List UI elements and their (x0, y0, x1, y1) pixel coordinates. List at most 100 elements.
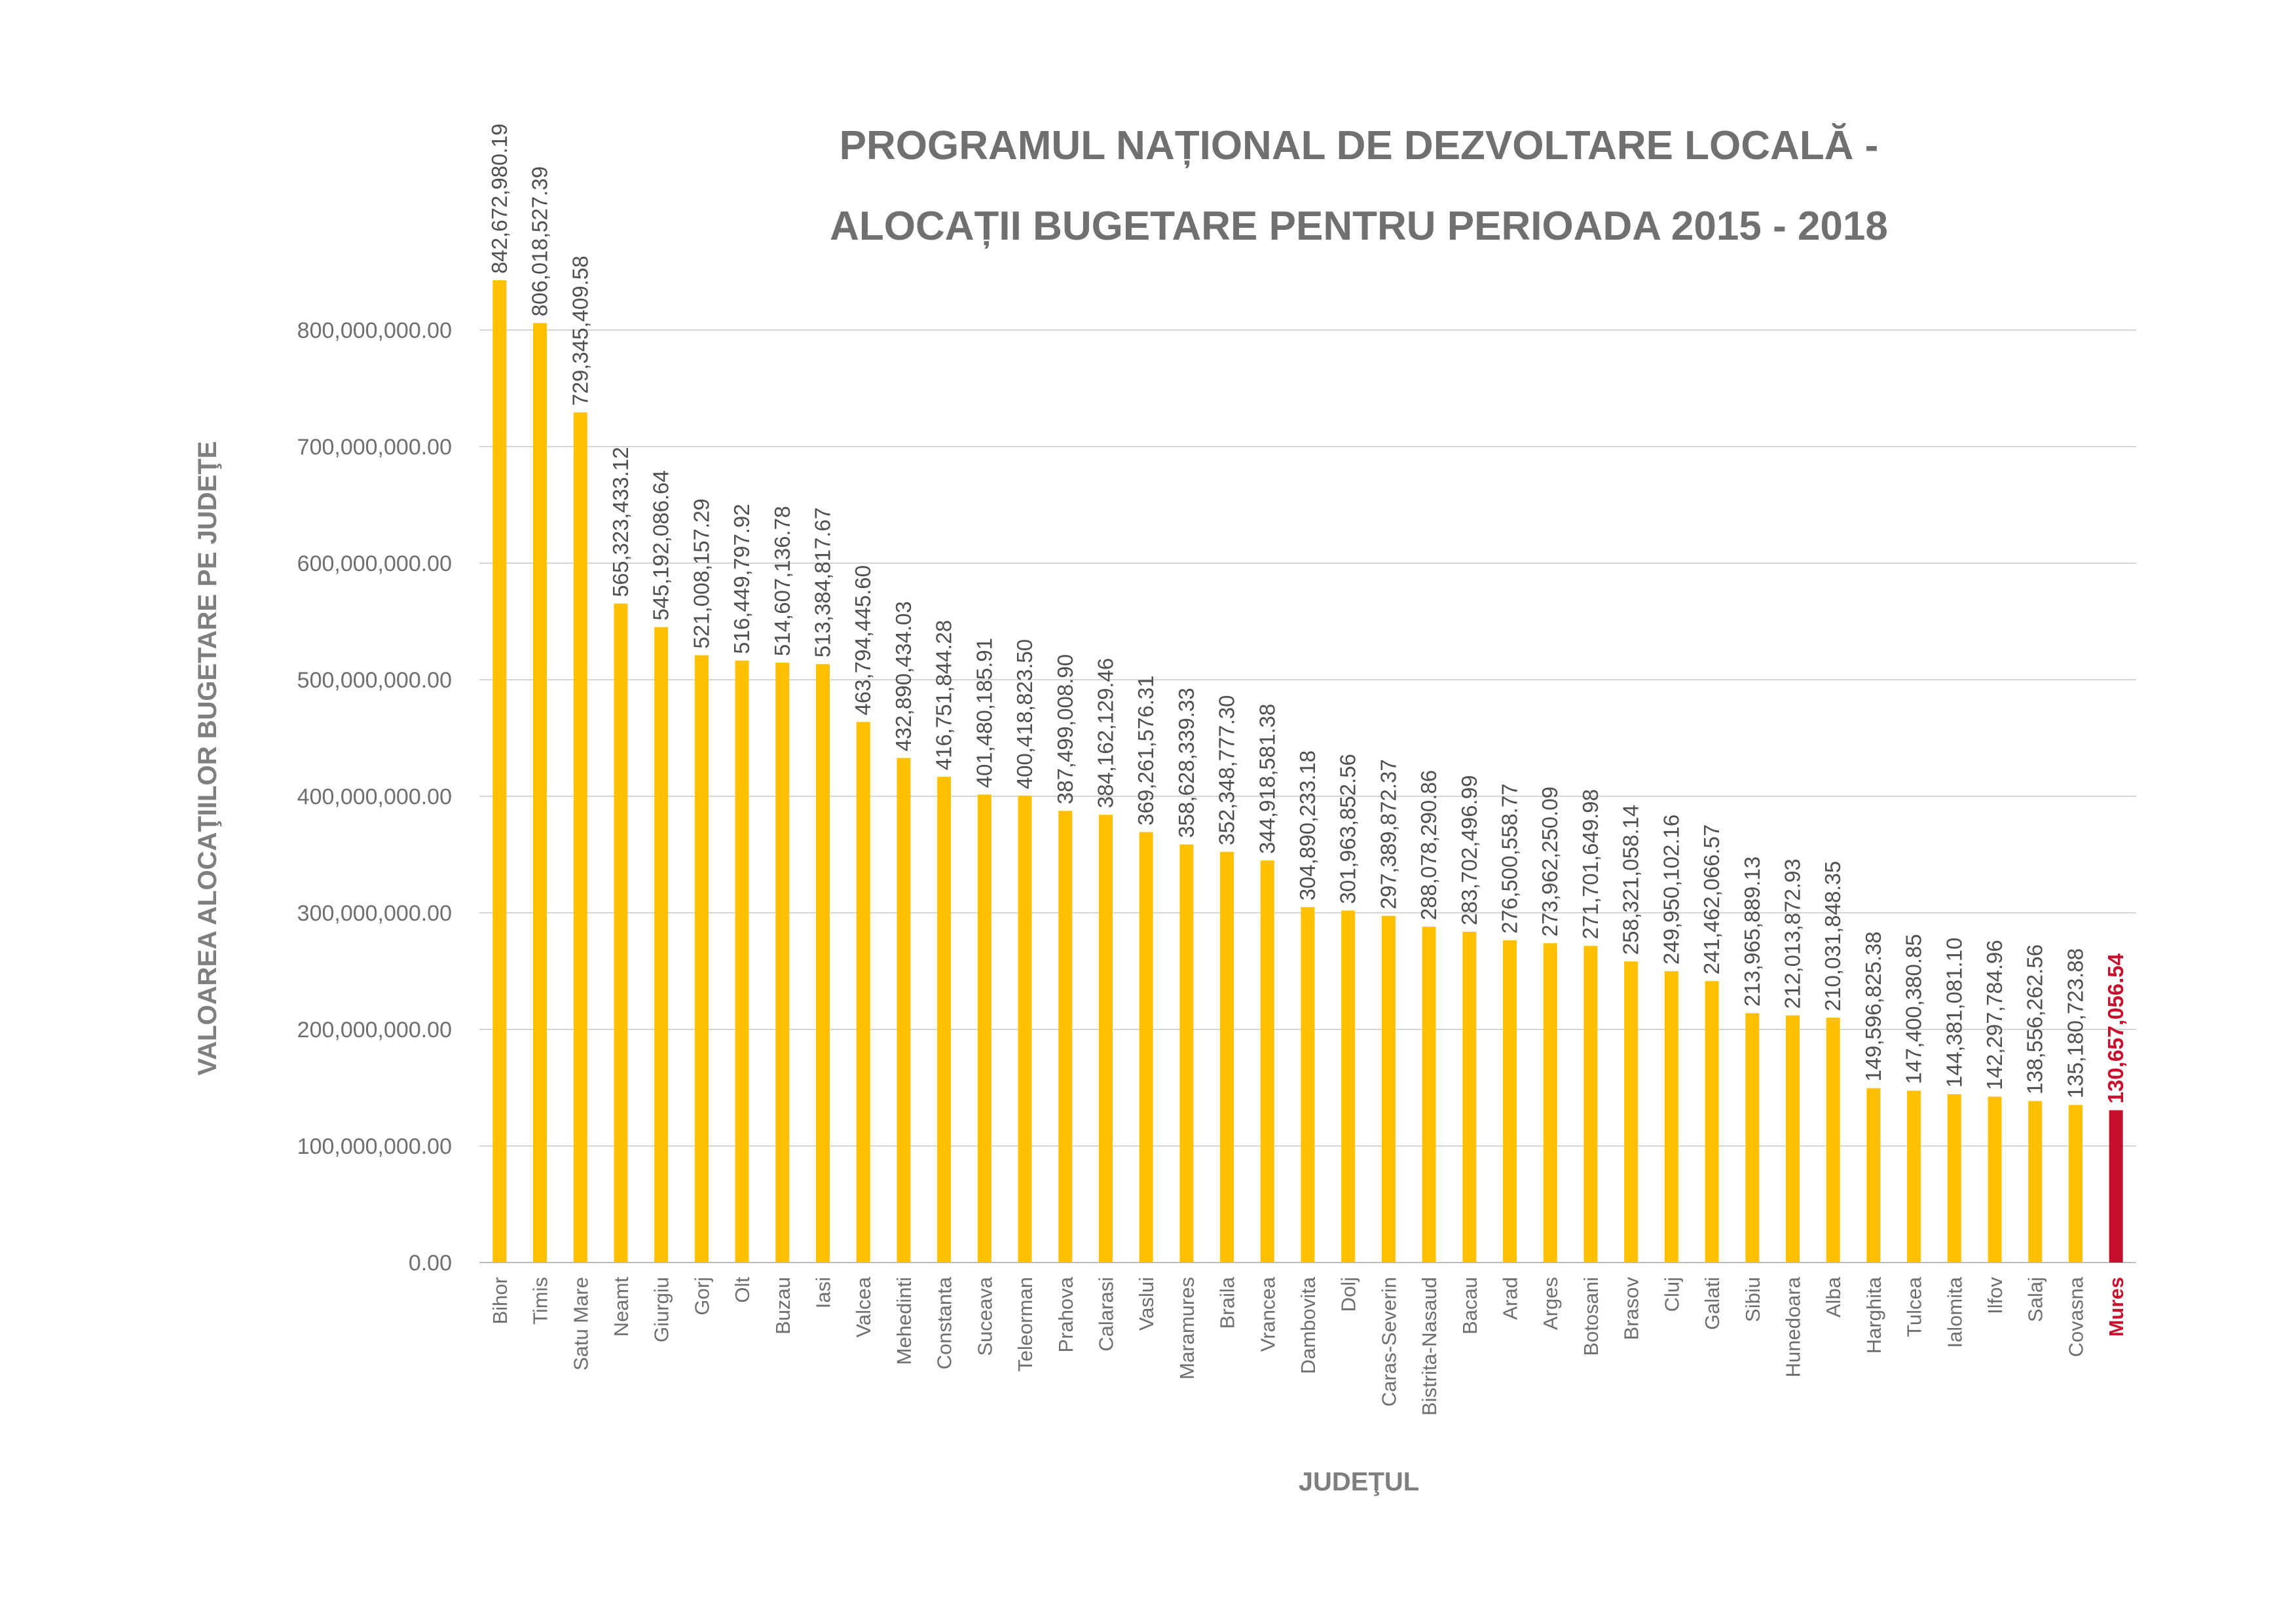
x-tick-label: Bihor (489, 1277, 511, 1324)
bar-mehedinti (897, 758, 911, 1263)
data-label: 249,950,102.16 (1659, 815, 1683, 965)
bar-arad (1503, 940, 1517, 1263)
bar-giurgiu (654, 627, 669, 1263)
data-label: 400,418,823.50 (1012, 639, 1037, 789)
x-tick-label: Hunedoara (1781, 1276, 1804, 1377)
x-tick-label: Timis (529, 1277, 552, 1325)
bar-satu-mare (573, 412, 587, 1263)
y-tick-label: 600,000,000.00 (297, 551, 452, 576)
y-tick-label: 100,000,000.00 (297, 1134, 452, 1159)
x-tick-label: Tulcea (1903, 1276, 1926, 1337)
data-label: 432,890,434.03 (891, 601, 916, 751)
bar-bacau (1462, 932, 1477, 1263)
x-tick-label: Prahova (1054, 1276, 1077, 1352)
bar-cluj (1664, 971, 1678, 1263)
bar-sibiu (1745, 1013, 1760, 1263)
data-label: 271,701,649.98 (1578, 789, 1602, 939)
data-label: 463,794,445.60 (851, 565, 875, 715)
x-tick-label: Salaj (2024, 1277, 2047, 1322)
bar-brasov (1624, 961, 1639, 1263)
y-tick-label: 0.00 (409, 1251, 452, 1276)
data-label: 806,018,527.39 (528, 166, 552, 316)
x-tick-label: Caras-Severin (1377, 1277, 1400, 1407)
x-tick-label: Iasi (812, 1277, 835, 1308)
x-tick-label: Harghita (1862, 1276, 1885, 1354)
bar-suceava (977, 794, 991, 1263)
x-tick-label: Brasov (1620, 1277, 1643, 1340)
x-tick-label: Sibiu (1741, 1277, 1764, 1322)
y-axis-title: VALOAREA ALOCAŢIILOR BUGETARE PE JUDEŢE (193, 441, 222, 1076)
bar-alba (1826, 1018, 1840, 1263)
x-tick-label: Giurgiu (650, 1277, 673, 1342)
bar-gorj (694, 655, 709, 1263)
x-tick-label: Cluj (1660, 1277, 1683, 1312)
y-tick-label: 800,000,000.00 (297, 318, 452, 343)
x-axis-title: JUDEŢUL (1299, 1467, 1419, 1496)
x-tick-label: Gorj (690, 1277, 713, 1316)
x-tick-label: Mures (2105, 1277, 2128, 1337)
x-tick-label: Vaslui (1135, 1277, 1158, 1331)
data-label: 416,751,844.28 (932, 620, 956, 770)
x-tick-label: Arad (1499, 1277, 1522, 1320)
data-label: 135,180,723.88 (2063, 948, 2087, 1098)
x-tick-label: Constanta (933, 1276, 956, 1369)
bar-botosani (1583, 946, 1598, 1263)
x-tick-label: Bistrita-Nasaud (1418, 1277, 1441, 1416)
x-tick-label: Galati (1701, 1277, 1724, 1330)
data-label: 521,008,157.29 (689, 498, 713, 648)
bar-caras-severin (1381, 915, 1396, 1263)
data-label: 144,381,081.10 (1942, 938, 1966, 1088)
bar-vrancea (1260, 860, 1274, 1263)
data-label: 288,078,290.86 (1416, 770, 1441, 920)
bar-tulcea (1907, 1090, 1921, 1263)
data-labels: 842,672,980.19 806,018,527.39 729,345,409.… (487, 124, 2128, 1104)
bar-bihor (492, 280, 507, 1263)
x-tick-label: Ialomita (1943, 1276, 1966, 1348)
data-label: 147,400,380.85 (1902, 934, 1926, 1084)
data-label: 213,965,889.13 (1740, 857, 1764, 1006)
bar-maramures (1179, 844, 1194, 1263)
bar-timis (533, 323, 547, 1263)
bar-galati (1705, 981, 1719, 1263)
data-label: 142,297,784.96 (1982, 940, 2007, 1090)
data-label: 304,890,233.18 (1295, 750, 1320, 900)
bar-prahova (1058, 811, 1073, 1263)
bar-dolj (1341, 910, 1356, 1263)
data-label: 241,462,066.57 (1699, 824, 1724, 974)
data-label: 516,449,797.92 (730, 504, 754, 654)
bar-arges (1543, 943, 1557, 1263)
bar-ilfov (1988, 1096, 2002, 1263)
x-tick-label: Maramures (1176, 1277, 1198, 1380)
x-tick-label: Calarasi (1094, 1277, 1117, 1352)
bar-covasna (2068, 1105, 2083, 1263)
data-label: 842,672,980.19 (487, 124, 511, 274)
data-label: 258,321,058.14 (1619, 805, 1643, 955)
x-tick-label: Valcea (852, 1276, 875, 1337)
bar-calarasi (1098, 815, 1113, 1263)
x-tick-label: Mehedinti (893, 1277, 916, 1365)
bar-hunedoara (1785, 1015, 1800, 1263)
bar-constanta (937, 777, 952, 1263)
data-label: 384,162,129.46 (1093, 658, 1117, 808)
data-label: 130,657,056.54 (2103, 953, 2128, 1103)
bar-olt (735, 660, 749, 1263)
data-label: 283,702,496.99 (1457, 775, 1481, 925)
bar-harghita (1866, 1088, 1881, 1263)
bar-neamt (614, 603, 628, 1263)
data-label: 301,963,852.56 (1336, 754, 1360, 904)
data-label: 358,628,339.33 (1174, 688, 1198, 838)
data-label: 514,607,136.78 (770, 506, 794, 656)
chart-title-line-2: ALOCAȚII BUGETARE PENTRU PERIOADA 2015 -… (830, 204, 1888, 249)
bars (492, 280, 2123, 1263)
y-tick-label: 700,000,000.00 (297, 435, 452, 460)
x-tick-label: Satu Mare (569, 1277, 592, 1371)
data-label: 729,345,409.58 (568, 255, 592, 405)
x-tick-label: Vrancea (1256, 1276, 1279, 1352)
bar-buzau (775, 662, 790, 1263)
data-label: 149,596,825.38 (1861, 931, 1885, 1081)
x-tick-label: Dambovita (1297, 1276, 1320, 1374)
bar-mures (2109, 1110, 2123, 1263)
data-label: 565,323,433.12 (608, 447, 633, 597)
data-label: 387,499,008.90 (1053, 654, 1077, 804)
